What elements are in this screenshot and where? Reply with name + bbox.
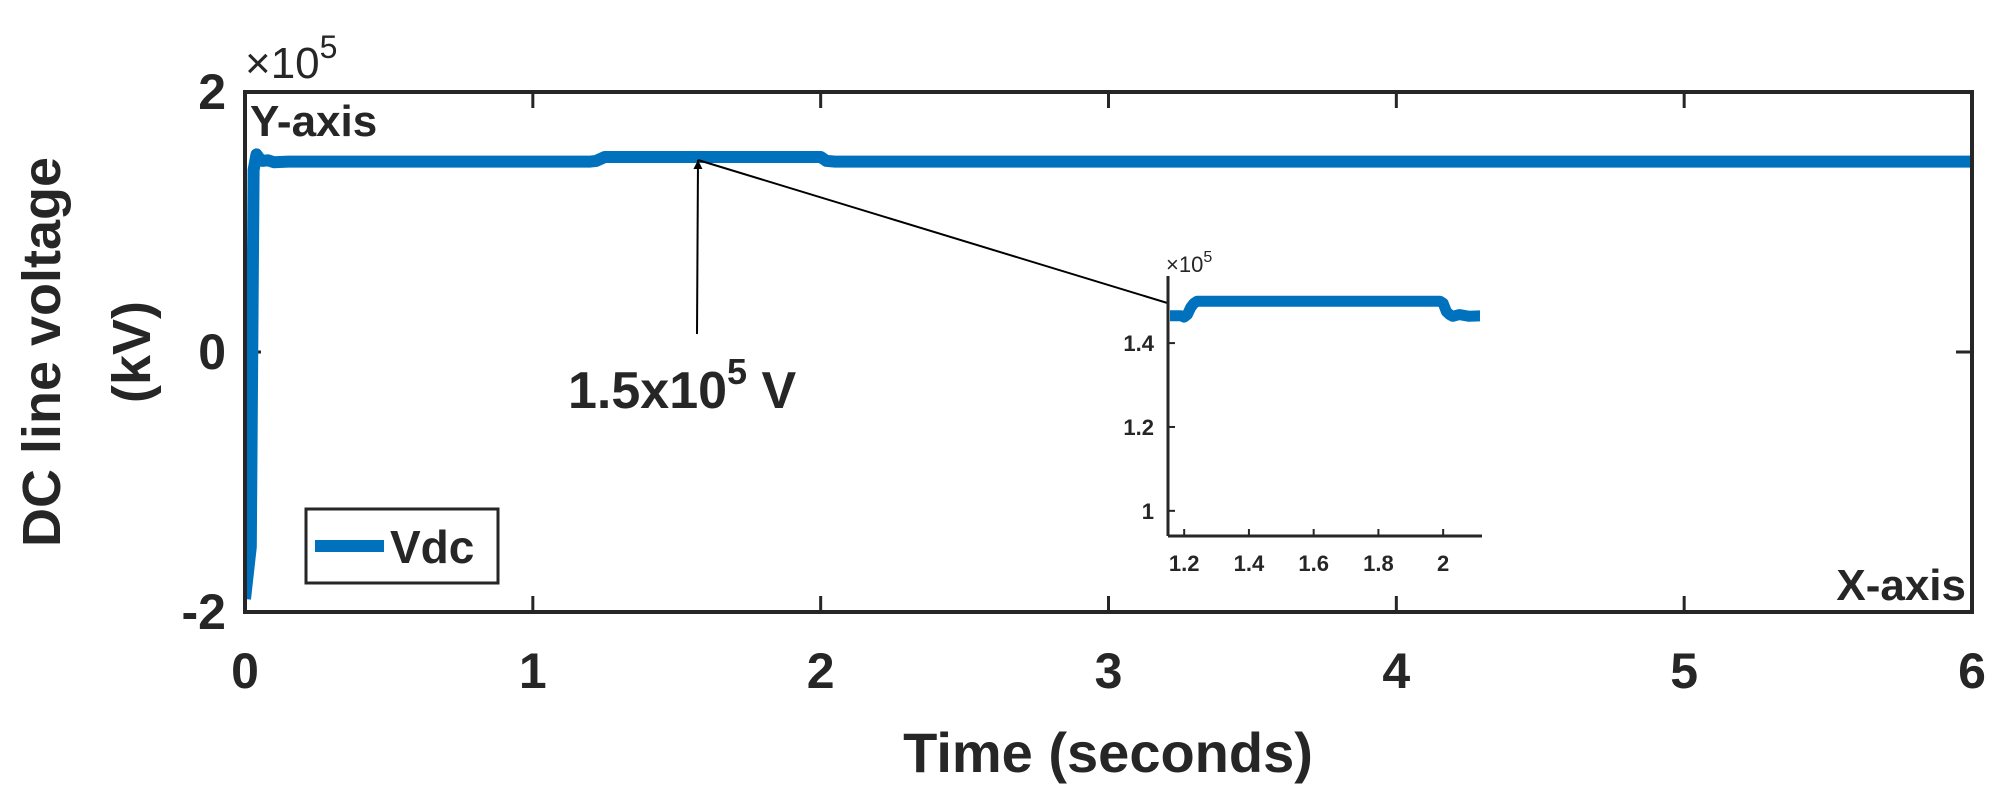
annotation-arrow-vertical — [693, 159, 703, 335]
x-tick-label: 0 — [231, 643, 259, 699]
x-tick-label: 4 — [1382, 643, 1410, 699]
main-x-tick-labels: 0 1 2 3 4 5 6 — [231, 643, 1986, 699]
inset-y-tick-label: 1.4 — [1123, 331, 1154, 356]
legend-label-vdc: Vdc — [390, 521, 474, 573]
y-tick-label: 2 — [198, 64, 226, 120]
inset-x-tick-label: 1.4 — [1234, 551, 1265, 576]
legend: Vdc — [304, 507, 500, 585]
y-axis-corner-label: Y-axis — [250, 97, 377, 146]
inset-ticks — [1168, 342, 1445, 536]
annotation-arrow-to-inset — [697, 159, 1211, 318]
inset-x-tick-label: 1.8 — [1363, 551, 1394, 576]
inset-y-tick-label: 1.2 — [1123, 415, 1154, 440]
y-axis-title-line2: (kV) — [102, 301, 162, 403]
inset-y-tick-labels: 1 1.2 1.4 — [1123, 331, 1154, 524]
inset-chart: ×105 1.2 1.4 1.6 1.8 2 1 1.2 1.4 — [1123, 249, 1482, 576]
x-tick-label: 6 — [1958, 643, 1986, 699]
main-y-tick-labels: -2 0 2 — [182, 64, 226, 640]
series-line-vdc — [247, 148, 1970, 600]
annotation-label: 1.5x105 V — [568, 351, 797, 420]
inset-y-exponent: ×105 — [1166, 249, 1212, 277]
inset-plot-area — [1168, 276, 1482, 536]
x-tick-label: 3 — [1095, 643, 1123, 699]
inset-x-tick-label: 1.2 — [1169, 551, 1200, 576]
y-tick-label: -2 — [182, 584, 226, 640]
inset-x-tick-labels: 1.2 1.4 1.6 1.8 2 — [1169, 551, 1449, 576]
main-plot-area — [243, 90, 1974, 614]
inset-x-tick-label: 2 — [1437, 551, 1449, 576]
x-tick-label: 5 — [1670, 643, 1698, 699]
inset-series-line-vdc — [1170, 295, 1480, 323]
inset-x-tick-label: 1.6 — [1298, 551, 1329, 576]
inset-y-tick-label: 1 — [1142, 499, 1154, 524]
x-tick-label: 2 — [807, 643, 835, 699]
x-tick-label: 1 — [519, 643, 547, 699]
main-y-exponent: ×105 — [245, 29, 337, 88]
x-axis-corner-label: X-axis — [1836, 561, 1966, 610]
x-axis-title: Time (seconds) — [903, 721, 1313, 784]
y-tick-label: 0 — [198, 324, 226, 380]
y-axis-title-line1: DC line voltage — [12, 157, 72, 547]
